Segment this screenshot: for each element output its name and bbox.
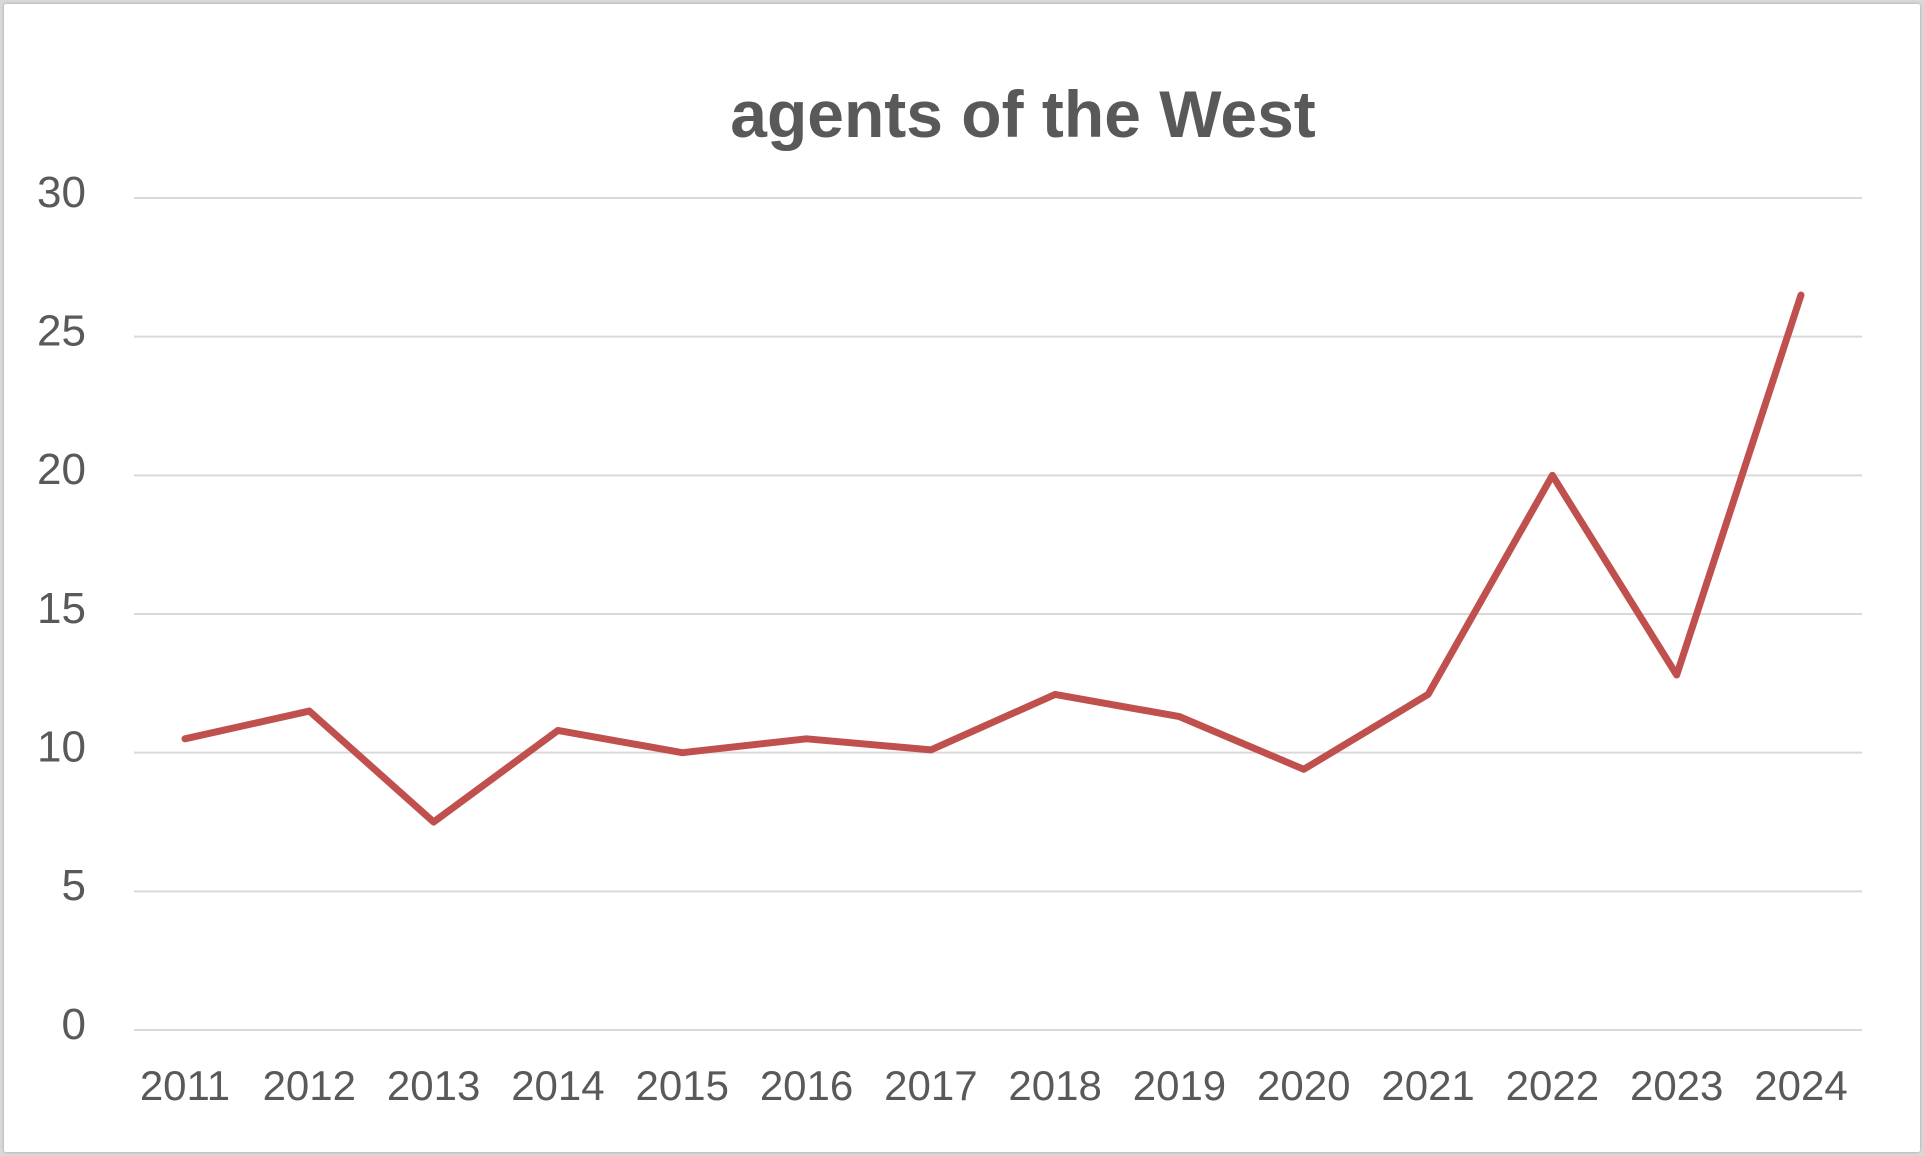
svg-text:2021: 2021 <box>1381 1062 1474 1109</box>
svg-text:2014: 2014 <box>511 1062 604 1109</box>
svg-text:0: 0 <box>62 1000 86 1049</box>
svg-text:15: 15 <box>37 584 86 633</box>
svg-text:2016: 2016 <box>760 1062 853 1109</box>
svg-text:2015: 2015 <box>636 1062 729 1109</box>
svg-text:2012: 2012 <box>263 1062 356 1109</box>
svg-text:25: 25 <box>37 306 86 355</box>
svg-text:2018: 2018 <box>1008 1062 1101 1109</box>
svg-text:2020: 2020 <box>1257 1062 1350 1109</box>
svg-text:20: 20 <box>37 445 86 494</box>
svg-text:2022: 2022 <box>1506 1062 1599 1109</box>
svg-text:5: 5 <box>62 861 86 910</box>
svg-text:2011: 2011 <box>140 1062 230 1109</box>
svg-text:2013: 2013 <box>387 1062 480 1109</box>
svg-text:2024: 2024 <box>1754 1062 1847 1109</box>
svg-text:2023: 2023 <box>1630 1062 1723 1109</box>
svg-text:2017: 2017 <box>884 1062 977 1109</box>
svg-text:10: 10 <box>37 722 86 771</box>
svg-text:30: 30 <box>37 168 86 217</box>
svg-text:2019: 2019 <box>1133 1062 1226 1109</box>
